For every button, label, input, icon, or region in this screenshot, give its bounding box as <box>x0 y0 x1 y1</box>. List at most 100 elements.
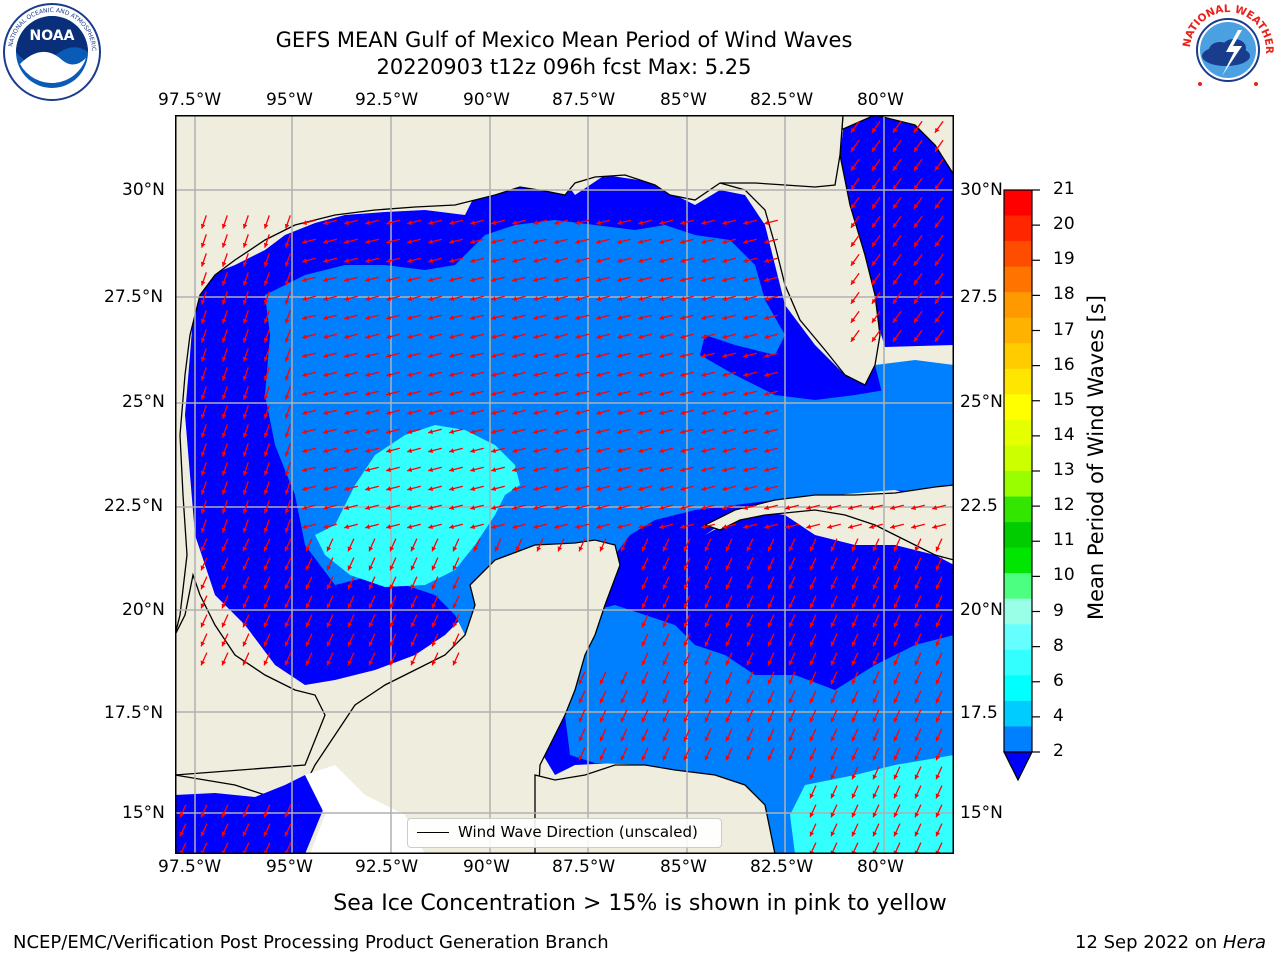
wind-arrow-head <box>533 277 538 282</box>
wind-arrow-head <box>892 203 898 209</box>
wind-arrow-head <box>746 622 752 628</box>
wind-arrow-head <box>764 220 769 225</box>
wind-arrow-head <box>221 831 227 837</box>
lon-label: 82.5°W <box>750 857 814 877</box>
lon-label: 95°W <box>266 90 313 110</box>
wind-arrow-head <box>326 546 332 552</box>
wind-arrow-head <box>263 489 269 495</box>
wind-arrow-head <box>683 546 689 552</box>
colorbar-tick-label: 10 <box>1053 565 1075 586</box>
colorbar-band <box>1004 726 1032 753</box>
wind-arrow-head <box>617 315 622 320</box>
wind-arrow-head <box>284 489 290 495</box>
wind-arrow-head <box>746 603 752 609</box>
wind-arrow-head <box>871 336 877 342</box>
wind-arrow-head <box>344 315 349 320</box>
wind-arrow-head <box>302 334 307 339</box>
wind-arrow-head <box>743 391 748 396</box>
wind-arrow-head <box>913 279 919 285</box>
wind-arrow-head <box>302 220 307 225</box>
wind-arrow-head <box>934 127 940 133</box>
wind-arrow-head <box>934 317 940 323</box>
wind-arrow-head <box>386 372 391 377</box>
wind-arrow-head <box>914 831 920 837</box>
wind-arrow-head <box>913 336 919 342</box>
colorbar-tick-label: 13 <box>1053 460 1075 480</box>
wind-arrow-head <box>892 165 898 171</box>
wind-arrow-head <box>596 410 601 415</box>
wind-arrow-head <box>263 812 269 818</box>
wind-arrow-head <box>662 698 668 704</box>
wind-arrow-head <box>596 277 601 282</box>
wind-arrow-head <box>722 410 727 415</box>
wind-arrow-head <box>533 239 538 244</box>
wind-arrow-head <box>701 258 706 263</box>
wind-arrow-head <box>284 413 290 419</box>
wind-arrow-head <box>935 584 941 590</box>
wind-arrow-head <box>704 679 710 685</box>
wind-arrow-head <box>680 486 685 491</box>
wind-arrow-head <box>638 315 643 320</box>
wind-arrow-head <box>596 467 601 472</box>
wind-arrow-head <box>641 603 647 609</box>
wind-arrow-head <box>302 410 307 415</box>
wind-arrow-head <box>302 239 307 244</box>
wind-arrow-head <box>365 277 370 282</box>
colorbar-band <box>1004 292 1032 319</box>
wind-arrow-head <box>410 584 416 590</box>
wind-arrow-head <box>932 524 937 529</box>
wind-arrow-head <box>200 527 206 533</box>
wind-arrow-head <box>935 622 941 628</box>
wind-arrow-head <box>596 505 601 510</box>
wind-arrow-head <box>533 429 538 434</box>
wind-arrow-head <box>407 334 412 339</box>
colorbar-band <box>1004 675 1032 702</box>
wind-arrow-head <box>200 318 206 324</box>
wind-arrow-head <box>200 394 206 400</box>
wind-arrow-head <box>221 641 227 647</box>
wind-arrow-head <box>746 755 752 761</box>
wind-arrow-head <box>221 546 227 552</box>
wind-arrow-head <box>872 679 878 685</box>
colorbar-band <box>1004 241 1032 268</box>
wind-arrow-head <box>302 296 307 301</box>
colorbar-tick-label: 21 <box>1053 179 1075 199</box>
wind-arrow-head <box>368 546 374 552</box>
wind-arrow-head <box>242 223 248 229</box>
wind-arrow-head <box>725 679 731 685</box>
wind-arrow-head <box>662 660 668 666</box>
wind-arrow-head <box>641 565 647 571</box>
colorbar-ticks <box>1032 189 1040 753</box>
wind-arrow-head <box>659 486 664 491</box>
wind-arrow-head <box>200 812 206 818</box>
wind-arrow-head <box>617 524 622 529</box>
wind-arrow-head <box>578 736 584 742</box>
wind-arrow-head <box>872 546 878 552</box>
wind-arrow-head <box>641 622 647 628</box>
wind-arrow-head <box>850 241 856 247</box>
wind-arrow-head <box>662 755 668 761</box>
wind-arrow-head <box>871 241 877 247</box>
wind-arrow-head <box>871 222 877 228</box>
wind-arrow-head <box>431 546 437 552</box>
wind-arrow-head <box>368 584 374 590</box>
wind-arrow-head <box>680 410 685 415</box>
wind-arrow-head <box>809 622 815 628</box>
wind-arrow-head <box>491 296 496 301</box>
wind-arrow-head <box>428 353 433 358</box>
wind-arrow-head <box>470 353 475 358</box>
wind-arrow-head <box>932 505 937 510</box>
colorbar-band <box>1004 624 1032 651</box>
wind-arrow-head <box>893 717 899 723</box>
wind-arrow-head <box>284 299 290 305</box>
wind-arrow-head <box>449 296 454 301</box>
wind-arrow-head <box>892 146 898 152</box>
wind-arrow-head <box>809 679 815 685</box>
wind-arrow-head <box>242 356 248 362</box>
wind-arrow-head <box>767 584 773 590</box>
wind-arrow-head <box>638 391 643 396</box>
wind-arrow-head <box>512 410 517 415</box>
wind-arrow-head <box>767 736 773 742</box>
wind-arrow-head <box>659 258 664 263</box>
wind-arrow-head <box>662 546 668 552</box>
